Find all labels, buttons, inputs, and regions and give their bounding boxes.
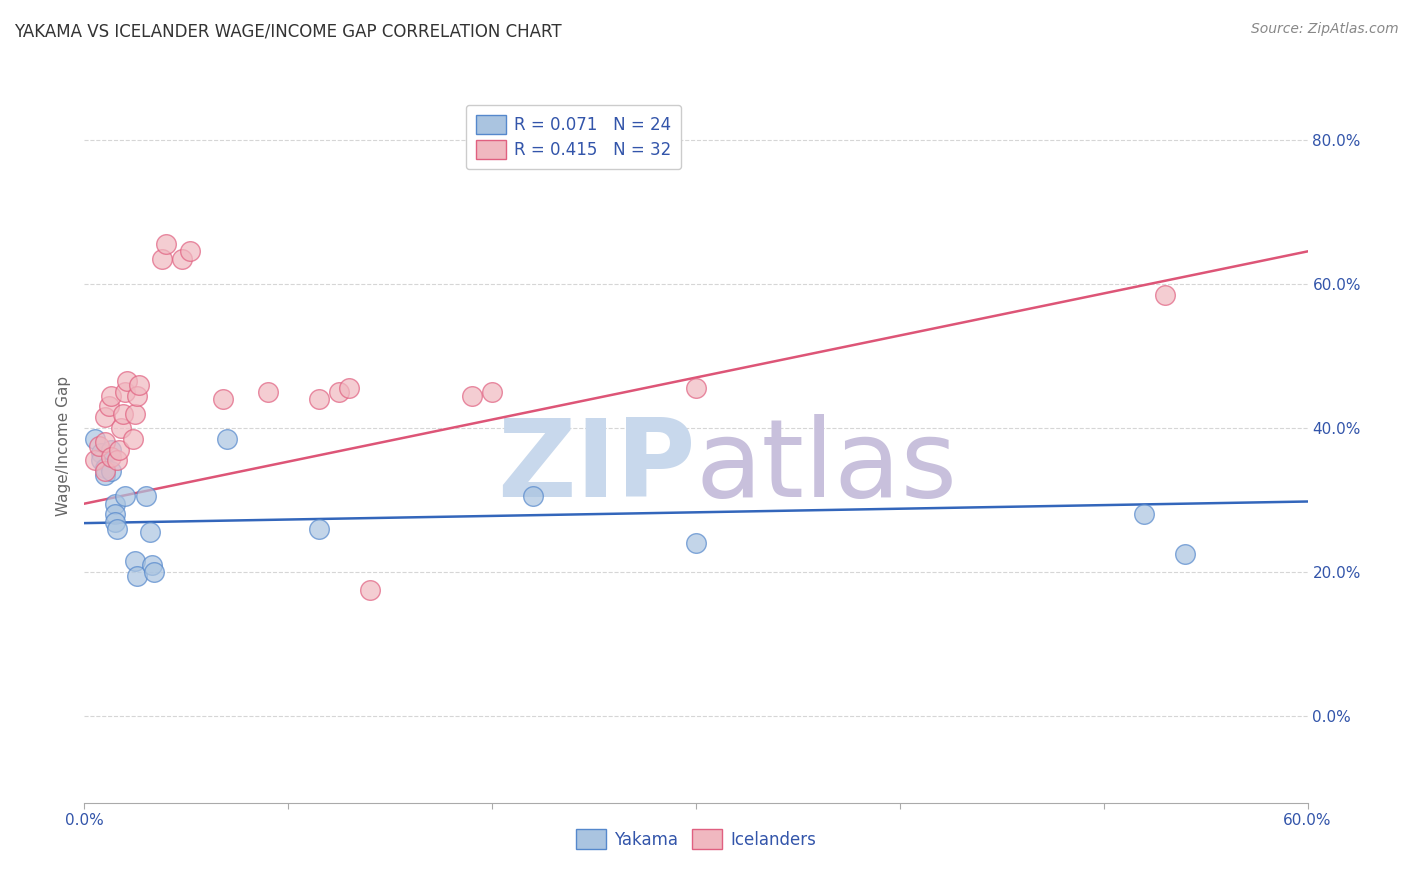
Point — [90, 446, 112, 460]
Point — [339, 381, 361, 395]
Point — [138, 525, 160, 540]
Point — [122, 432, 145, 446]
Point — [308, 392, 330, 406]
Point — [100, 450, 122, 464]
Point — [461, 388, 484, 402]
Point — [127, 388, 149, 402]
Point — [217, 432, 239, 446]
Point — [93, 460, 117, 475]
Point — [100, 388, 122, 402]
Point — [128, 377, 150, 392]
Point — [1133, 508, 1156, 522]
Point — [110, 421, 132, 435]
Point — [114, 490, 136, 504]
Point — [93, 467, 117, 482]
Point — [83, 432, 105, 446]
Point — [481, 384, 503, 399]
Point — [141, 558, 163, 572]
Text: atlas: atlas — [696, 415, 957, 520]
Point — [685, 381, 707, 395]
Point — [127, 568, 149, 582]
Point — [135, 490, 157, 504]
Text: ZIP: ZIP — [498, 415, 696, 520]
Point — [100, 464, 122, 478]
Point — [124, 554, 146, 568]
Point — [257, 384, 280, 399]
Point — [100, 442, 122, 457]
Point — [142, 565, 165, 579]
Point — [108, 442, 131, 457]
Point — [93, 410, 117, 425]
Point — [212, 392, 235, 406]
Point — [522, 490, 544, 504]
Point — [97, 400, 120, 414]
Point — [179, 244, 201, 259]
Point — [359, 583, 381, 598]
Text: Source: ZipAtlas.com: Source: ZipAtlas.com — [1251, 22, 1399, 37]
Point — [172, 252, 194, 266]
Point — [155, 237, 177, 252]
Point — [93, 435, 117, 450]
Point — [1154, 287, 1177, 301]
Point — [104, 515, 127, 529]
Point — [328, 384, 350, 399]
Point — [1174, 547, 1197, 561]
Y-axis label: Wage/Income Gap: Wage/Income Gap — [56, 376, 72, 516]
Text: YAKAMA VS ICELANDER WAGE/INCOME GAP CORRELATION CHART: YAKAMA VS ICELANDER WAGE/INCOME GAP CORR… — [14, 22, 561, 40]
Point — [90, 453, 112, 467]
Point — [114, 384, 136, 399]
Point — [105, 453, 128, 467]
Point — [105, 522, 128, 536]
Point — [308, 522, 330, 536]
Point — [104, 508, 127, 522]
Point — [115, 374, 138, 388]
Point — [124, 407, 146, 421]
Point — [83, 453, 105, 467]
Point — [93, 464, 117, 478]
Legend: Yakama, Icelanders: Yakama, Icelanders — [567, 820, 825, 859]
Point — [104, 497, 127, 511]
Point — [87, 439, 110, 453]
Point — [112, 407, 135, 421]
Point — [685, 536, 707, 550]
Point — [150, 252, 173, 266]
